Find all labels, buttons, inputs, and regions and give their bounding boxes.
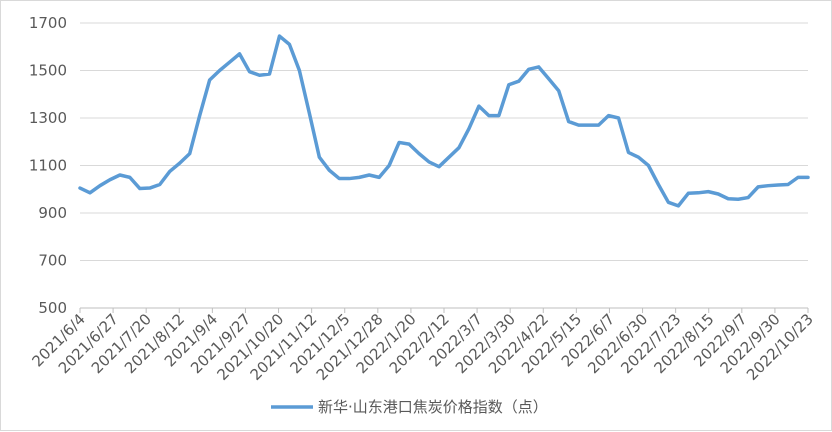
y-tick-label: 1300 (29, 109, 67, 127)
y-tick-label: 1700 (29, 14, 67, 32)
y-tick-label: 1500 (29, 62, 67, 80)
y-axis-tick-labels: 500 700 900 1100 1300 1500 1700 (29, 14, 67, 317)
legend-label-series-0: 新华·山东港口焦炭价格指数（点） (318, 398, 548, 416)
series-lines (78, 34, 810, 208)
series-line-0 (78, 34, 810, 208)
y-tick-label: 700 (38, 252, 67, 270)
y-tick-label: 1100 (29, 157, 67, 175)
gridlines (80, 22, 808, 309)
y-tick-label: 900 (38, 204, 67, 222)
x-axis-tick-labels: 2021/6/42021/6/272021/7/202021/8/122021/… (28, 308, 817, 384)
legend: 新华·山东港口焦炭价格指数（点） (271, 398, 548, 416)
y-tick-label: 500 (38, 299, 67, 317)
